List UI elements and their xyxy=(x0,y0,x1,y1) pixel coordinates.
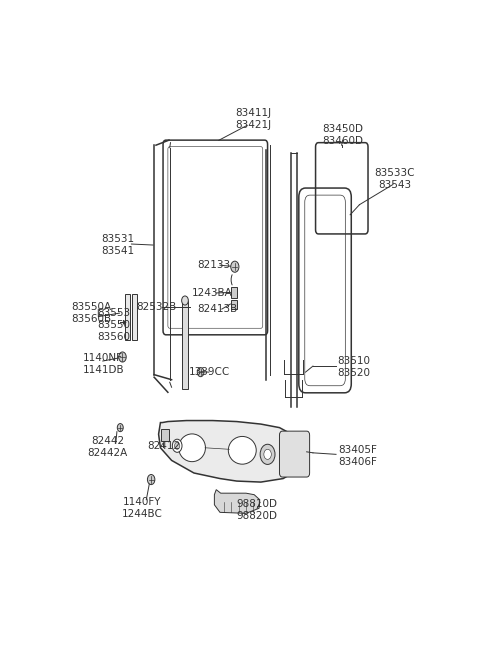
Bar xyxy=(181,301,188,389)
Ellipse shape xyxy=(181,296,188,305)
Bar xyxy=(231,287,238,298)
Text: 83553
83550
83560: 83553 83550 83560 xyxy=(97,308,131,342)
Text: 83450D
83460D: 83450D 83460D xyxy=(322,124,363,146)
Text: 83531
83541: 83531 83541 xyxy=(101,234,134,256)
Text: 1243BA: 1243BA xyxy=(192,288,233,298)
Circle shape xyxy=(147,474,155,485)
Text: 83510
83520: 83510 83520 xyxy=(337,356,370,378)
Text: 82412: 82412 xyxy=(147,441,180,451)
Ellipse shape xyxy=(179,434,205,462)
Text: 83405F
83406F: 83405F 83406F xyxy=(338,445,377,467)
Circle shape xyxy=(175,442,180,449)
Circle shape xyxy=(260,444,275,464)
Bar xyxy=(132,295,137,340)
Circle shape xyxy=(119,352,126,362)
Text: 1339CC: 1339CC xyxy=(188,367,229,377)
Polygon shape xyxy=(158,421,301,482)
Circle shape xyxy=(264,449,271,459)
Circle shape xyxy=(172,440,182,453)
Bar xyxy=(125,295,130,340)
Polygon shape xyxy=(215,490,260,514)
Bar xyxy=(231,300,238,309)
Text: 1140NF
1141DB: 1140NF 1141DB xyxy=(83,352,124,375)
Text: 82532B: 82532B xyxy=(136,301,177,312)
Text: 1140FY
1244BC: 1140FY 1244BC xyxy=(121,497,162,519)
Text: 83533C
83543: 83533C 83543 xyxy=(374,168,415,191)
Bar xyxy=(161,428,168,441)
Text: 98810D
98820D: 98810D 98820D xyxy=(237,499,277,521)
Text: 82413B: 82413B xyxy=(198,304,238,314)
Circle shape xyxy=(231,261,239,272)
Text: 83411J
83421J: 83411J 83421J xyxy=(235,108,272,130)
Text: 83550A
83560B: 83550A 83560B xyxy=(71,302,111,324)
Text: 82133: 82133 xyxy=(198,260,231,271)
Text: 82442
82442A: 82442 82442A xyxy=(87,436,128,458)
Circle shape xyxy=(117,424,123,432)
Ellipse shape xyxy=(228,436,256,464)
Polygon shape xyxy=(123,320,126,324)
FancyBboxPatch shape xyxy=(279,431,310,477)
Circle shape xyxy=(197,367,204,377)
